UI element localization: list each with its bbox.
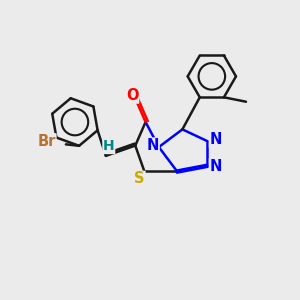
Text: H: H xyxy=(103,140,115,154)
Text: S: S xyxy=(134,171,145,186)
Text: N: N xyxy=(209,132,222,147)
Text: Br: Br xyxy=(38,134,56,149)
Text: O: O xyxy=(126,88,139,103)
Text: N: N xyxy=(209,159,222,174)
Text: N: N xyxy=(147,138,159,153)
